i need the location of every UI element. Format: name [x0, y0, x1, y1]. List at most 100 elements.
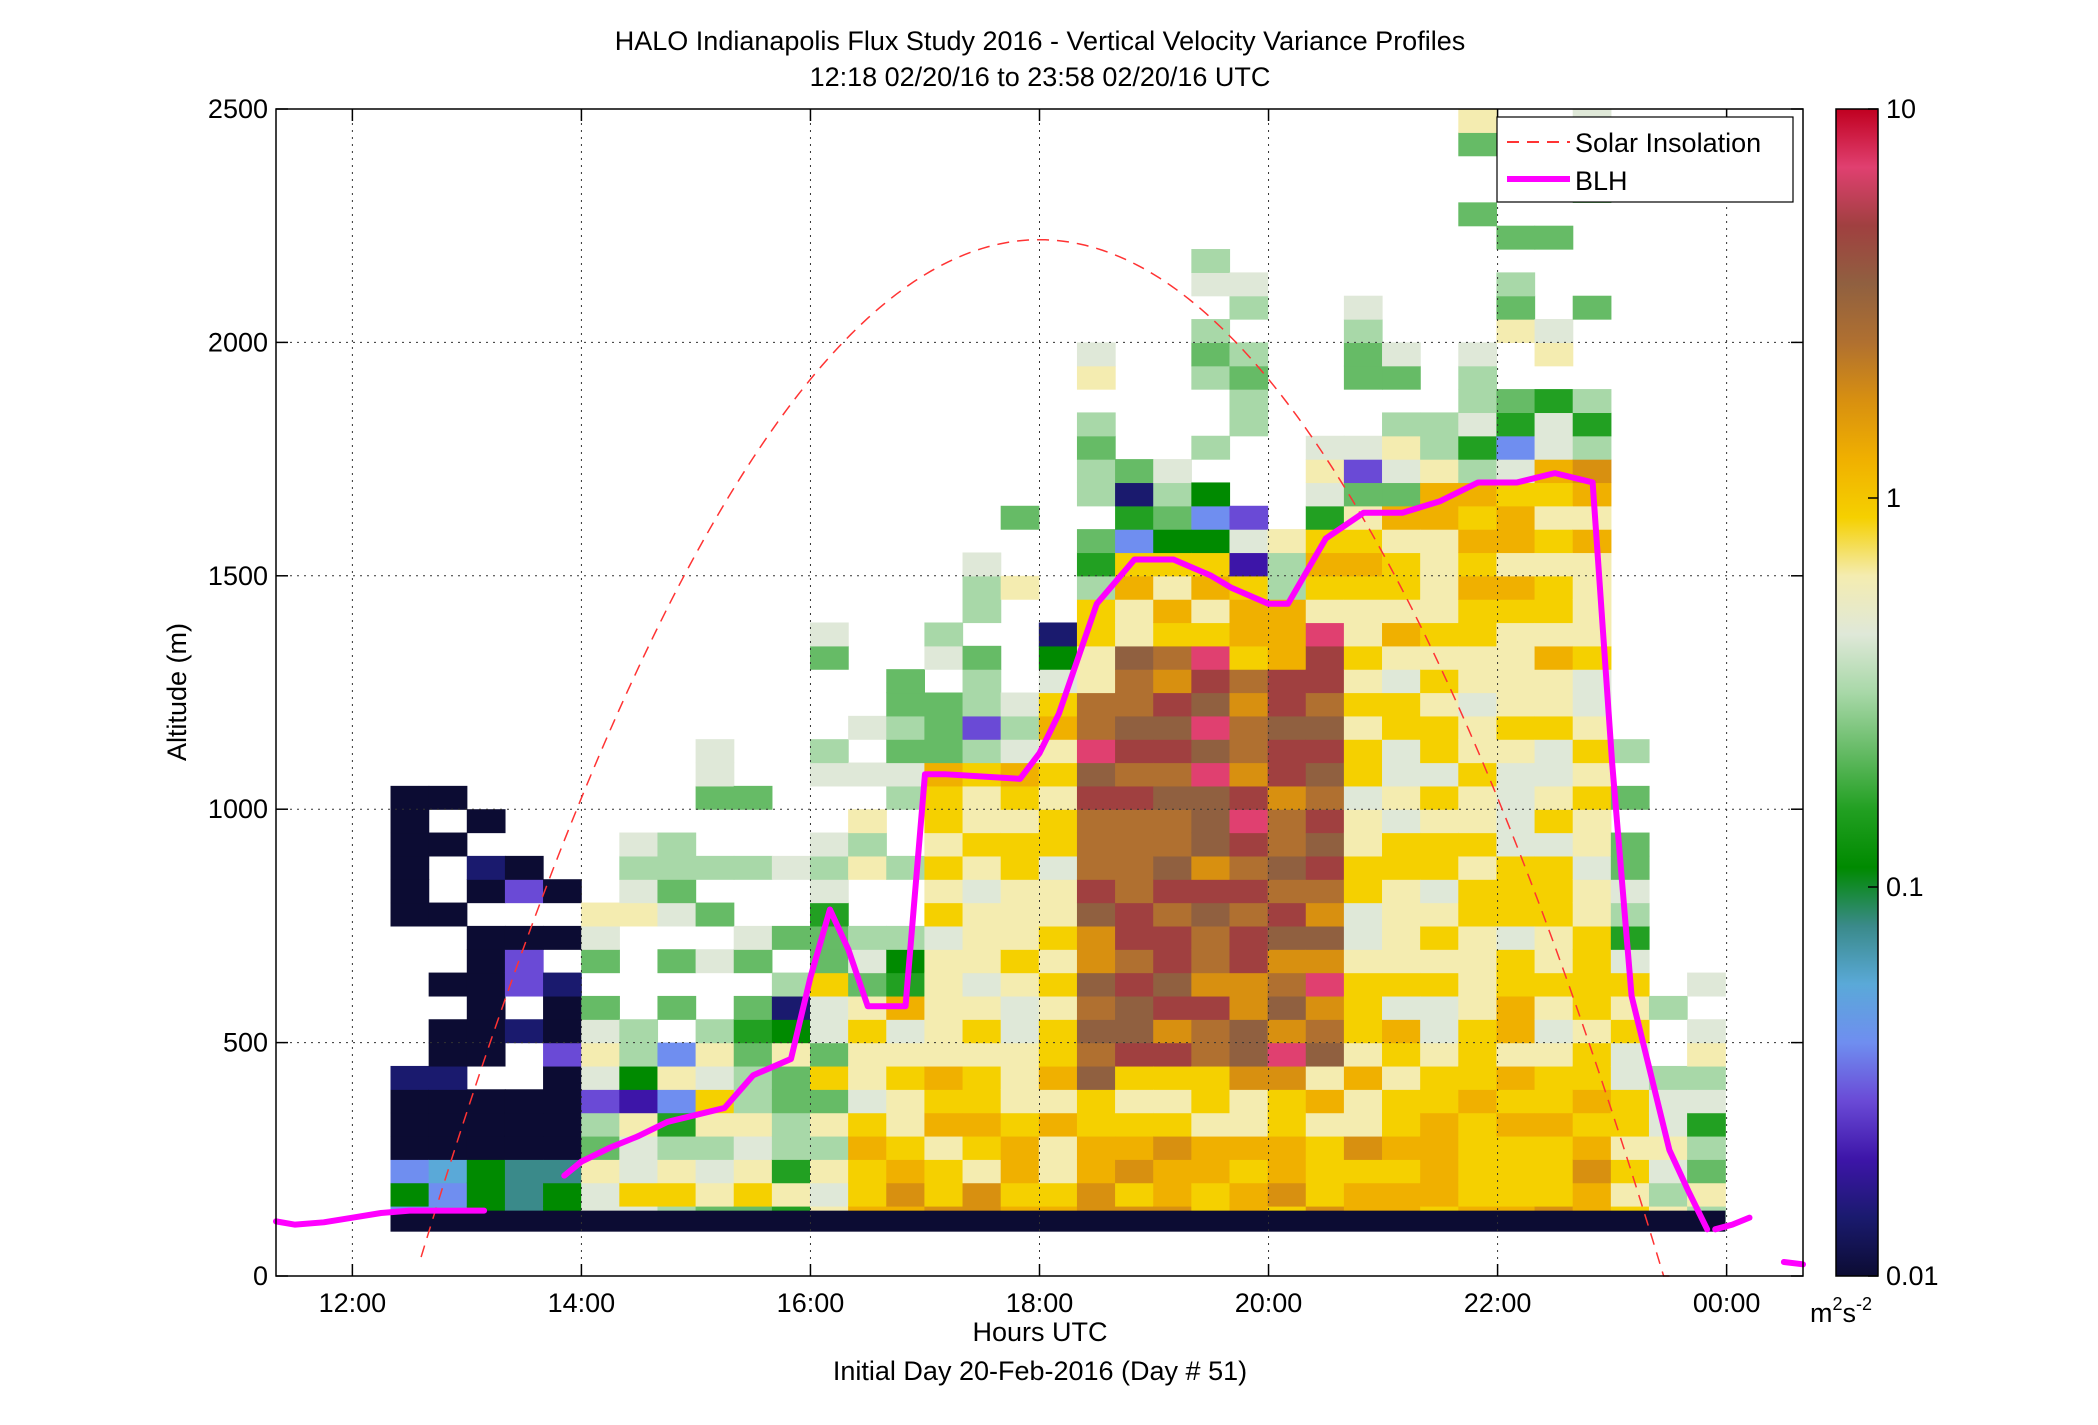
- heatmap-cell: [1420, 925, 1459, 950]
- heatmap-cell: [1420, 762, 1459, 787]
- heatmap-cell: [810, 739, 849, 764]
- heatmap-cell: [924, 1135, 964, 1160]
- heatmap-cell: [886, 739, 925, 764]
- heatmap-cell: [1382, 925, 1421, 950]
- heatmap-cell: [543, 1089, 582, 1114]
- heatmap-cell: [428, 1135, 468, 1160]
- heatmap-cell: [1496, 692, 1536, 717]
- heatmap-cell: [1229, 552, 1269, 577]
- heatmap-cell: [810, 622, 849, 647]
- heatmap-cell: [1496, 1112, 1536, 1137]
- heatmap-cell: [1420, 599, 1459, 624]
- x-tick-label: 12:00: [319, 1288, 387, 1318]
- heatmap-cell: [1229, 342, 1269, 367]
- heatmap-cell: [619, 855, 659, 880]
- heatmap-cell: [1458, 1135, 1498, 1160]
- series-solar-insolation: [420, 238, 1670, 1277]
- heatmap-cell: [1610, 1159, 1650, 1184]
- heatmap-cell: [1115, 832, 1154, 857]
- heatmap-cell: [1191, 599, 1231, 624]
- x-tick-label: 16:00: [777, 1288, 845, 1318]
- heatmap-cell: [1000, 949, 1040, 974]
- heatmap-cell: [1687, 1182, 1726, 1207]
- heatmap-cell: [543, 1112, 582, 1137]
- heatmap-cell: [1534, 319, 1574, 343]
- heatmap-cell: [1420, 645, 1459, 670]
- heatmap-cell: [848, 809, 887, 834]
- heatmap-cell: [1458, 995, 1498, 1020]
- heatmap-cell: [924, 925, 964, 950]
- heatmap-cell: [1343, 762, 1383, 787]
- heatmap-cell: [1229, 295, 1269, 320]
- heatmap-cell: [1153, 995, 1192, 1020]
- heatmap-cell: [1229, 645, 1269, 670]
- heatmap-cell: [1153, 482, 1192, 507]
- heatmap-cell: [1420, 529, 1459, 554]
- heatmap-cell: [543, 1159, 582, 1184]
- heatmap-cell: [1076, 435, 1116, 460]
- heatmap-cell: [1496, 529, 1536, 554]
- heatmap-cell: [1458, 132, 1498, 157]
- heatmap-cell: [1572, 1182, 1612, 1207]
- heatmap-cell: [1458, 1019, 1498, 1044]
- heatmap-cell: [1000, 1135, 1040, 1160]
- heatmap-cell: [1229, 809, 1269, 834]
- x-tick-label: 20:00: [1235, 1288, 1303, 1318]
- heatmap-cell: [1572, 832, 1612, 857]
- heatmap-cell: [1267, 1065, 1307, 1090]
- heatmap-cell: [1420, 879, 1459, 904]
- heatmap-cell: [1267, 949, 1307, 974]
- heatmap-cell: [1229, 272, 1269, 297]
- heatmap-cell: [1458, 505, 1498, 530]
- heatmap-cell: [1382, 739, 1421, 764]
- heatmap-cell: [1191, 879, 1231, 904]
- heatmap-cell: [1115, 645, 1154, 670]
- heatmap-cell: [1534, 1182, 1574, 1207]
- heatmap-cell: [695, 739, 735, 764]
- heatmap-cell: [962, 1159, 1002, 1184]
- heatmap-cell: [504, 925, 544, 950]
- heatmap-cell: [1229, 1182, 1269, 1207]
- heatmap-cell: [924, 645, 964, 670]
- heatmap-cell: [466, 972, 506, 997]
- heatmap-cell: [504, 949, 544, 974]
- heatmap-cell: [1534, 902, 1574, 927]
- heatmap-cell: [1458, 949, 1498, 974]
- heatmap-cell: [1191, 692, 1231, 717]
- x-axis-label: Hours UTC: [972, 1317, 1107, 1347]
- heatmap-cell: [581, 1159, 620, 1184]
- heatmap-cell: [1153, 902, 1192, 927]
- heatmap-cell: [1382, 1089, 1421, 1114]
- heatmap-cell: [1534, 552, 1574, 577]
- heatmap-cell: [1000, 925, 1040, 950]
- heatmap-cell: [1153, 949, 1192, 974]
- heatmap-cell: [1382, 715, 1421, 740]
- heatmap-cell: [1534, 1042, 1574, 1067]
- heatmap-cell: [1076, 459, 1116, 484]
- heatmap-cell: [1038, 855, 1078, 880]
- heatmap-cell: [1076, 482, 1116, 507]
- heatmap-cell: [581, 1182, 620, 1207]
- heatmap-cell: [466, 949, 506, 974]
- heatmap-cell: [619, 832, 659, 857]
- heatmap-cell: [1229, 785, 1269, 810]
- heatmap-cell: [1076, 669, 1116, 694]
- heatmap-cell: [1267, 645, 1307, 670]
- heatmap-cell: [1076, 855, 1116, 880]
- heatmap-cell: [771, 1135, 811, 1160]
- heatmap-cell: [1305, 1042, 1345, 1067]
- heatmap-cell: [1382, 879, 1421, 904]
- heatmap-cell: [1153, 1112, 1192, 1137]
- heatmap-cell: [1534, 1089, 1574, 1114]
- x-axis: 12:00 14:00 16:00 18:00 20:00 22:00 00:00: [319, 109, 1760, 1318]
- heatmap-cell: [810, 1042, 849, 1067]
- heatmap-cell: [1572, 972, 1612, 997]
- heatmap-cell: [1153, 1089, 1192, 1114]
- heatmap-cell: [1343, 972, 1383, 997]
- heatmap-cell: [1496, 925, 1536, 950]
- heatmap-cell: [390, 1135, 430, 1160]
- heatmap-cell: [848, 972, 887, 997]
- heatmap-cell: [848, 832, 887, 857]
- heatmap-cell: [886, 1019, 925, 1044]
